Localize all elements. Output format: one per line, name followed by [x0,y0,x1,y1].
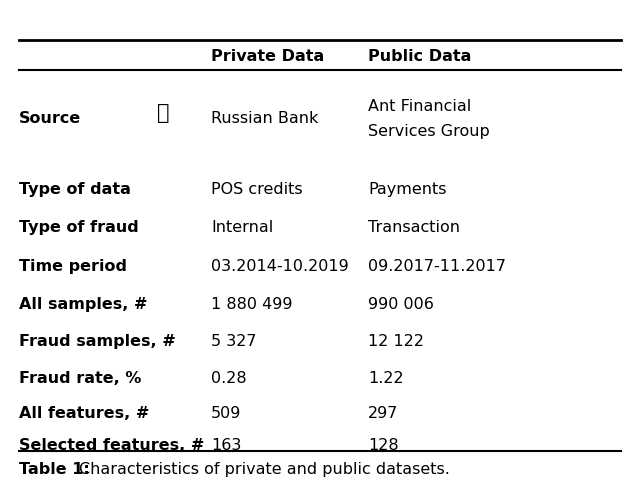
Text: Public Data: Public Data [368,49,472,64]
Text: 1.22: 1.22 [368,370,404,385]
Text: Table 1:: Table 1: [19,461,90,476]
Text: Internal: Internal [211,220,273,235]
Text: All features, #: All features, # [19,405,150,420]
Text: Payments: Payments [368,182,447,196]
Text: 163: 163 [211,437,241,452]
Text: 297: 297 [368,405,398,420]
Text: 1 880 499: 1 880 499 [211,297,292,311]
Text: 509: 509 [211,405,241,420]
Text: 🕷️: 🕷️ [157,103,170,123]
Text: 990 006: 990 006 [368,297,434,311]
Text: 5 327: 5 327 [211,334,257,348]
Text: Selected features, #: Selected features, # [19,437,205,452]
Text: 09.2017-11.2017: 09.2017-11.2017 [368,259,506,273]
Text: Fraud rate, %: Fraud rate, % [19,370,141,385]
Text: 128: 128 [368,437,399,452]
Text: 03.2014-10.2019: 03.2014-10.2019 [211,259,349,273]
Text: Source: Source [19,111,81,126]
Text: Type of fraud: Type of fraud [19,220,139,235]
Text: 12 122: 12 122 [368,334,424,348]
Text: Transaction: Transaction [368,220,460,235]
Text: Time period: Time period [19,259,127,273]
Text: All samples, #: All samples, # [19,297,148,311]
Text: Russian Bank: Russian Bank [211,111,319,126]
Text: Characteristics of private and public datasets.: Characteristics of private and public da… [79,461,449,476]
Text: 0.28: 0.28 [211,370,247,385]
Text: Private Data: Private Data [211,49,324,64]
Text: POS credits: POS credits [211,182,303,196]
Text: Type of data: Type of data [19,182,131,196]
Text: Ant Financial: Ant Financial [368,99,471,113]
Text: Fraud samples, #: Fraud samples, # [19,334,176,348]
Text: Services Group: Services Group [368,124,490,138]
